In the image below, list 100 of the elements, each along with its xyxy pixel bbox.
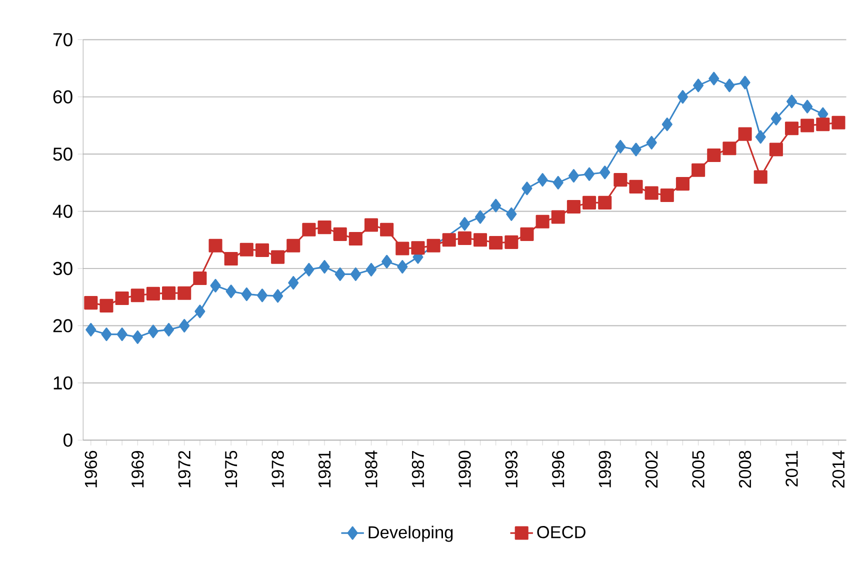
point [644,186,658,200]
x-tick-label: 2005 [692,450,704,488]
point [178,286,192,300]
point [100,298,114,313]
y-tick-label: 20 [53,319,72,332]
point [288,276,299,290]
x-tick-label: 1978 [272,450,284,488]
point [319,260,330,274]
point [740,76,750,90]
point [459,217,470,231]
point [708,72,720,86]
point [380,222,394,236]
point [722,142,736,156]
point [193,271,207,286]
point [770,112,782,126]
point [676,177,690,191]
point [630,142,642,156]
point [615,140,626,154]
point [86,322,96,337]
point [693,78,704,92]
x-tick-label: 1981 [318,451,331,488]
point [304,262,314,276]
y-tick-label: 70 [53,33,72,46]
point [286,238,300,252]
point [366,262,377,276]
point [506,207,517,221]
point [800,118,814,132]
point [272,289,284,303]
legend-label: Developing [368,526,453,542]
point [130,288,144,302]
point [179,318,190,333]
point [504,235,518,250]
point [536,214,550,228]
point [724,78,735,92]
point [240,242,254,256]
point [458,231,472,246]
point [84,296,98,310]
point [629,180,643,194]
point [163,322,174,337]
y-tick-label: 10 [54,376,72,390]
x-tick-label: 1990 [458,450,471,488]
point [600,166,610,180]
point [490,198,502,212]
x-tick-label: 2011 [786,451,798,486]
point [226,284,236,298]
x-tick-label: 1972 [178,451,190,488]
point [551,210,565,224]
point [522,182,532,196]
point [566,200,580,214]
point [116,328,128,342]
point [662,118,672,132]
point [146,286,160,300]
y-tick-label: 30 [53,262,72,276]
point [318,220,332,234]
point [816,118,830,132]
point [769,142,783,156]
point [832,116,846,130]
point [348,232,362,246]
x-tick-label: 2008 [738,450,752,488]
point [271,250,285,264]
point [115,292,129,306]
x-tick-label: 1996 [552,450,564,488]
point [132,330,143,344]
point [738,127,752,141]
point [255,243,269,258]
point [396,242,410,256]
point [194,304,206,318]
point [208,238,222,252]
point [786,94,798,108]
point [364,218,378,232]
point [148,324,158,338]
point [101,328,112,342]
point [426,238,440,252]
point [707,148,721,162]
point [692,163,706,177]
x-tick-label: 1984 [365,450,378,488]
legend-label: OECD [537,526,586,538]
point [350,267,361,282]
point [334,267,346,282]
x-tick-label: 1966 [84,450,98,488]
x-tick-label: 1993 [505,450,518,488]
point [552,176,564,190]
point [646,136,657,150]
point [754,170,768,184]
point [241,288,252,302]
point [568,169,579,183]
point [598,196,612,210]
point [302,222,316,236]
y-tick-label: 0 [64,434,72,447]
point [660,188,674,202]
y-tick-label: 40 [52,204,72,218]
point [784,122,799,136]
point [333,227,347,241]
y-tick-label: 60 [53,90,72,104]
y-tick-label: 50 [53,148,72,161]
point [224,252,238,266]
point [474,210,486,224]
point [382,254,392,268]
point [755,130,766,144]
point [537,173,548,187]
